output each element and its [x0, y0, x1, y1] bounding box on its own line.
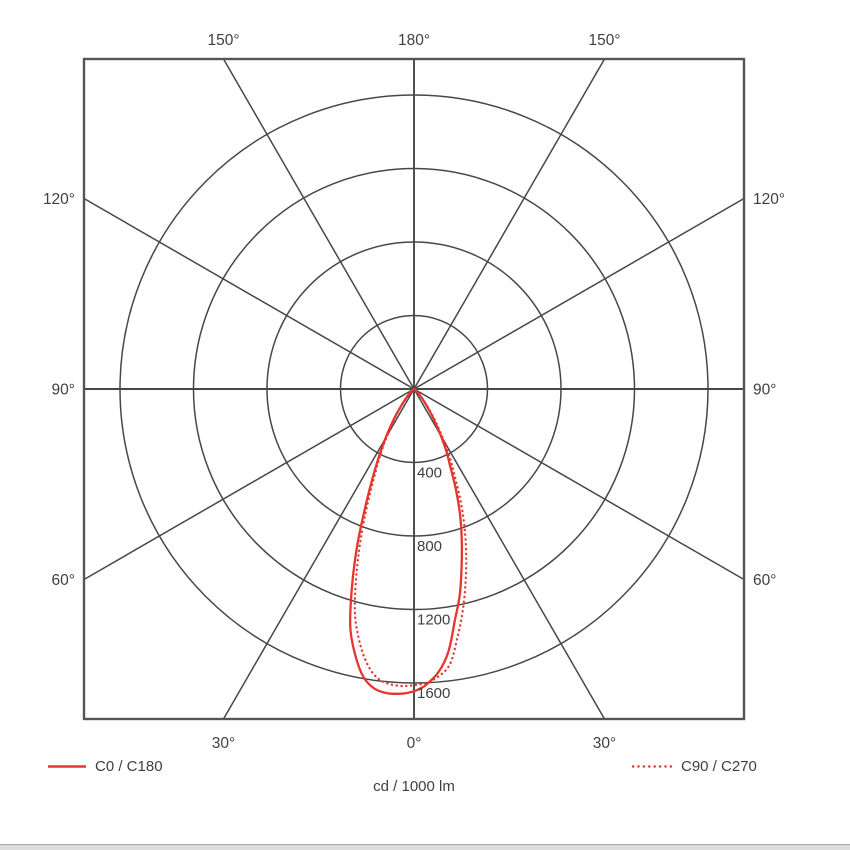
radial-tick-label-800: 800 — [417, 538, 442, 555]
radial-tick-label-400: 400 — [417, 465, 442, 482]
page-bottom-divider — [0, 844, 850, 850]
legend-c90-c270: C90 / C270 — [631, 757, 757, 775]
plot-frame — [82, 57, 746, 721]
angle-label-bottom-right: 30° — [593, 735, 616, 752]
angle-label-top-left: 150° — [207, 32, 239, 49]
legend-c0-c180: C0 / C180 — [47, 757, 163, 775]
angle-label-bottom-left: 30° — [212, 735, 235, 752]
unit-caption: cd / 1000 lm — [373, 778, 455, 795]
dotted-line-swatch — [631, 764, 673, 768]
angle-label-top-center: 180° — [398, 32, 430, 49]
legend-label-c0-c180: C0 / C180 — [95, 757, 163, 775]
angle-label-right-middle: 90° — [753, 382, 776, 399]
angle-label-right-lower: 60° — [753, 572, 776, 589]
angle-label-left-lower: 60° — [52, 572, 75, 589]
angle-label-top-right: 150° — [588, 32, 620, 49]
solid-line-swatch — [48, 764, 86, 768]
curve-c0-c180 — [349, 388, 464, 695]
angle-label-bottom-center: 0° — [407, 735, 422, 752]
legend-label-c90-c270: C90 / C270 — [681, 757, 757, 775]
angle-label-left-middle: 90° — [52, 382, 75, 399]
angle-label-right-upper: 120° — [753, 191, 785, 208]
angle-label-left-upper: 120° — [43, 191, 75, 208]
curve-c90-c270 — [353, 387, 468, 688]
radial-tick-label-1200: 1200 — [417, 612, 450, 629]
radial-tick-label-1600: 1600 — [417, 685, 450, 702]
